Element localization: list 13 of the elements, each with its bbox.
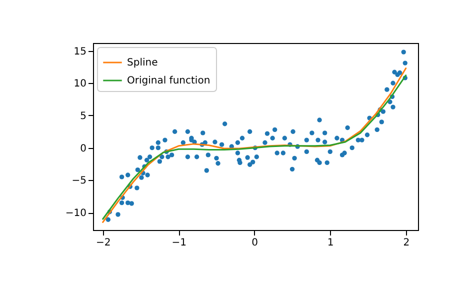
y-tick-label: −10 [65, 208, 86, 220]
legend-label: Spline [127, 58, 158, 68]
y-tick-label: 15 [74, 46, 86, 58]
x-tick-label: 0 [252, 238, 258, 248]
legend-label: Original function [127, 76, 210, 86]
x-tick-label: 2 [403, 238, 410, 248]
x-tick-label: −1 [172, 238, 186, 248]
y-tick-label: 0 [80, 143, 86, 154]
y-tick-label: 5 [80, 110, 86, 122]
x-tick-label: 1 [327, 238, 334, 248]
y-tick-label: −5 [72, 176, 86, 187]
x-tick-label: −2 [96, 238, 111, 248]
y-tick-label: 10 [74, 78, 86, 90]
